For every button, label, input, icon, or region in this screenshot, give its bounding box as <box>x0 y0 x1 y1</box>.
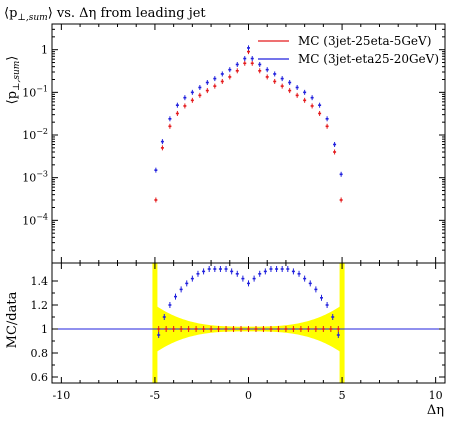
chart-title: ⟨p⊥,sum⟩ vs. Δη from leading jet <box>4 6 206 23</box>
ratio-ylabel: MC/data <box>5 291 20 348</box>
ratio-ytick-label: 1.4 <box>31 275 49 288</box>
legend-label-series-1: MC (3jet-25eta-5GeV) <box>298 34 431 48</box>
top-ytick-label: 1 <box>41 44 48 57</box>
xtick-label: 10 <box>429 389 443 402</box>
xtick-label: -10 <box>52 389 70 402</box>
ratio-ytick-label: 1 <box>41 323 48 336</box>
legend: MC (3jet-25eta-5GeV) MC (3jet-eta25-20Ge… <box>258 34 439 66</box>
ratio-edge-band-2 <box>339 263 345 383</box>
top-ytick-label: 10−2 <box>22 127 48 142</box>
top-ytick-label: 10−4 <box>22 212 48 227</box>
ratio-ytick-label: 0.8 <box>31 347 49 360</box>
xtick-label: 0 <box>245 389 252 402</box>
top-ytick-label: 10−1 <box>22 84 48 99</box>
ratio-ytick-label: 1.2 <box>31 299 49 312</box>
top-ylabel: ⟨p⊥,sum⟩ <box>5 56 22 105</box>
top-ytick-label: 10−3 <box>22 170 48 185</box>
ratio-edge-band-1 <box>152 263 158 383</box>
ratio-ytick-label: 0.6 <box>31 371 49 384</box>
xtick-label: -5 <box>150 389 161 402</box>
xtick-label: 5 <box>339 389 346 402</box>
legend-label-series-2: MC (3jet-eta25-20GeV) <box>298 52 439 66</box>
x-axis-label: Δη <box>427 403 444 418</box>
